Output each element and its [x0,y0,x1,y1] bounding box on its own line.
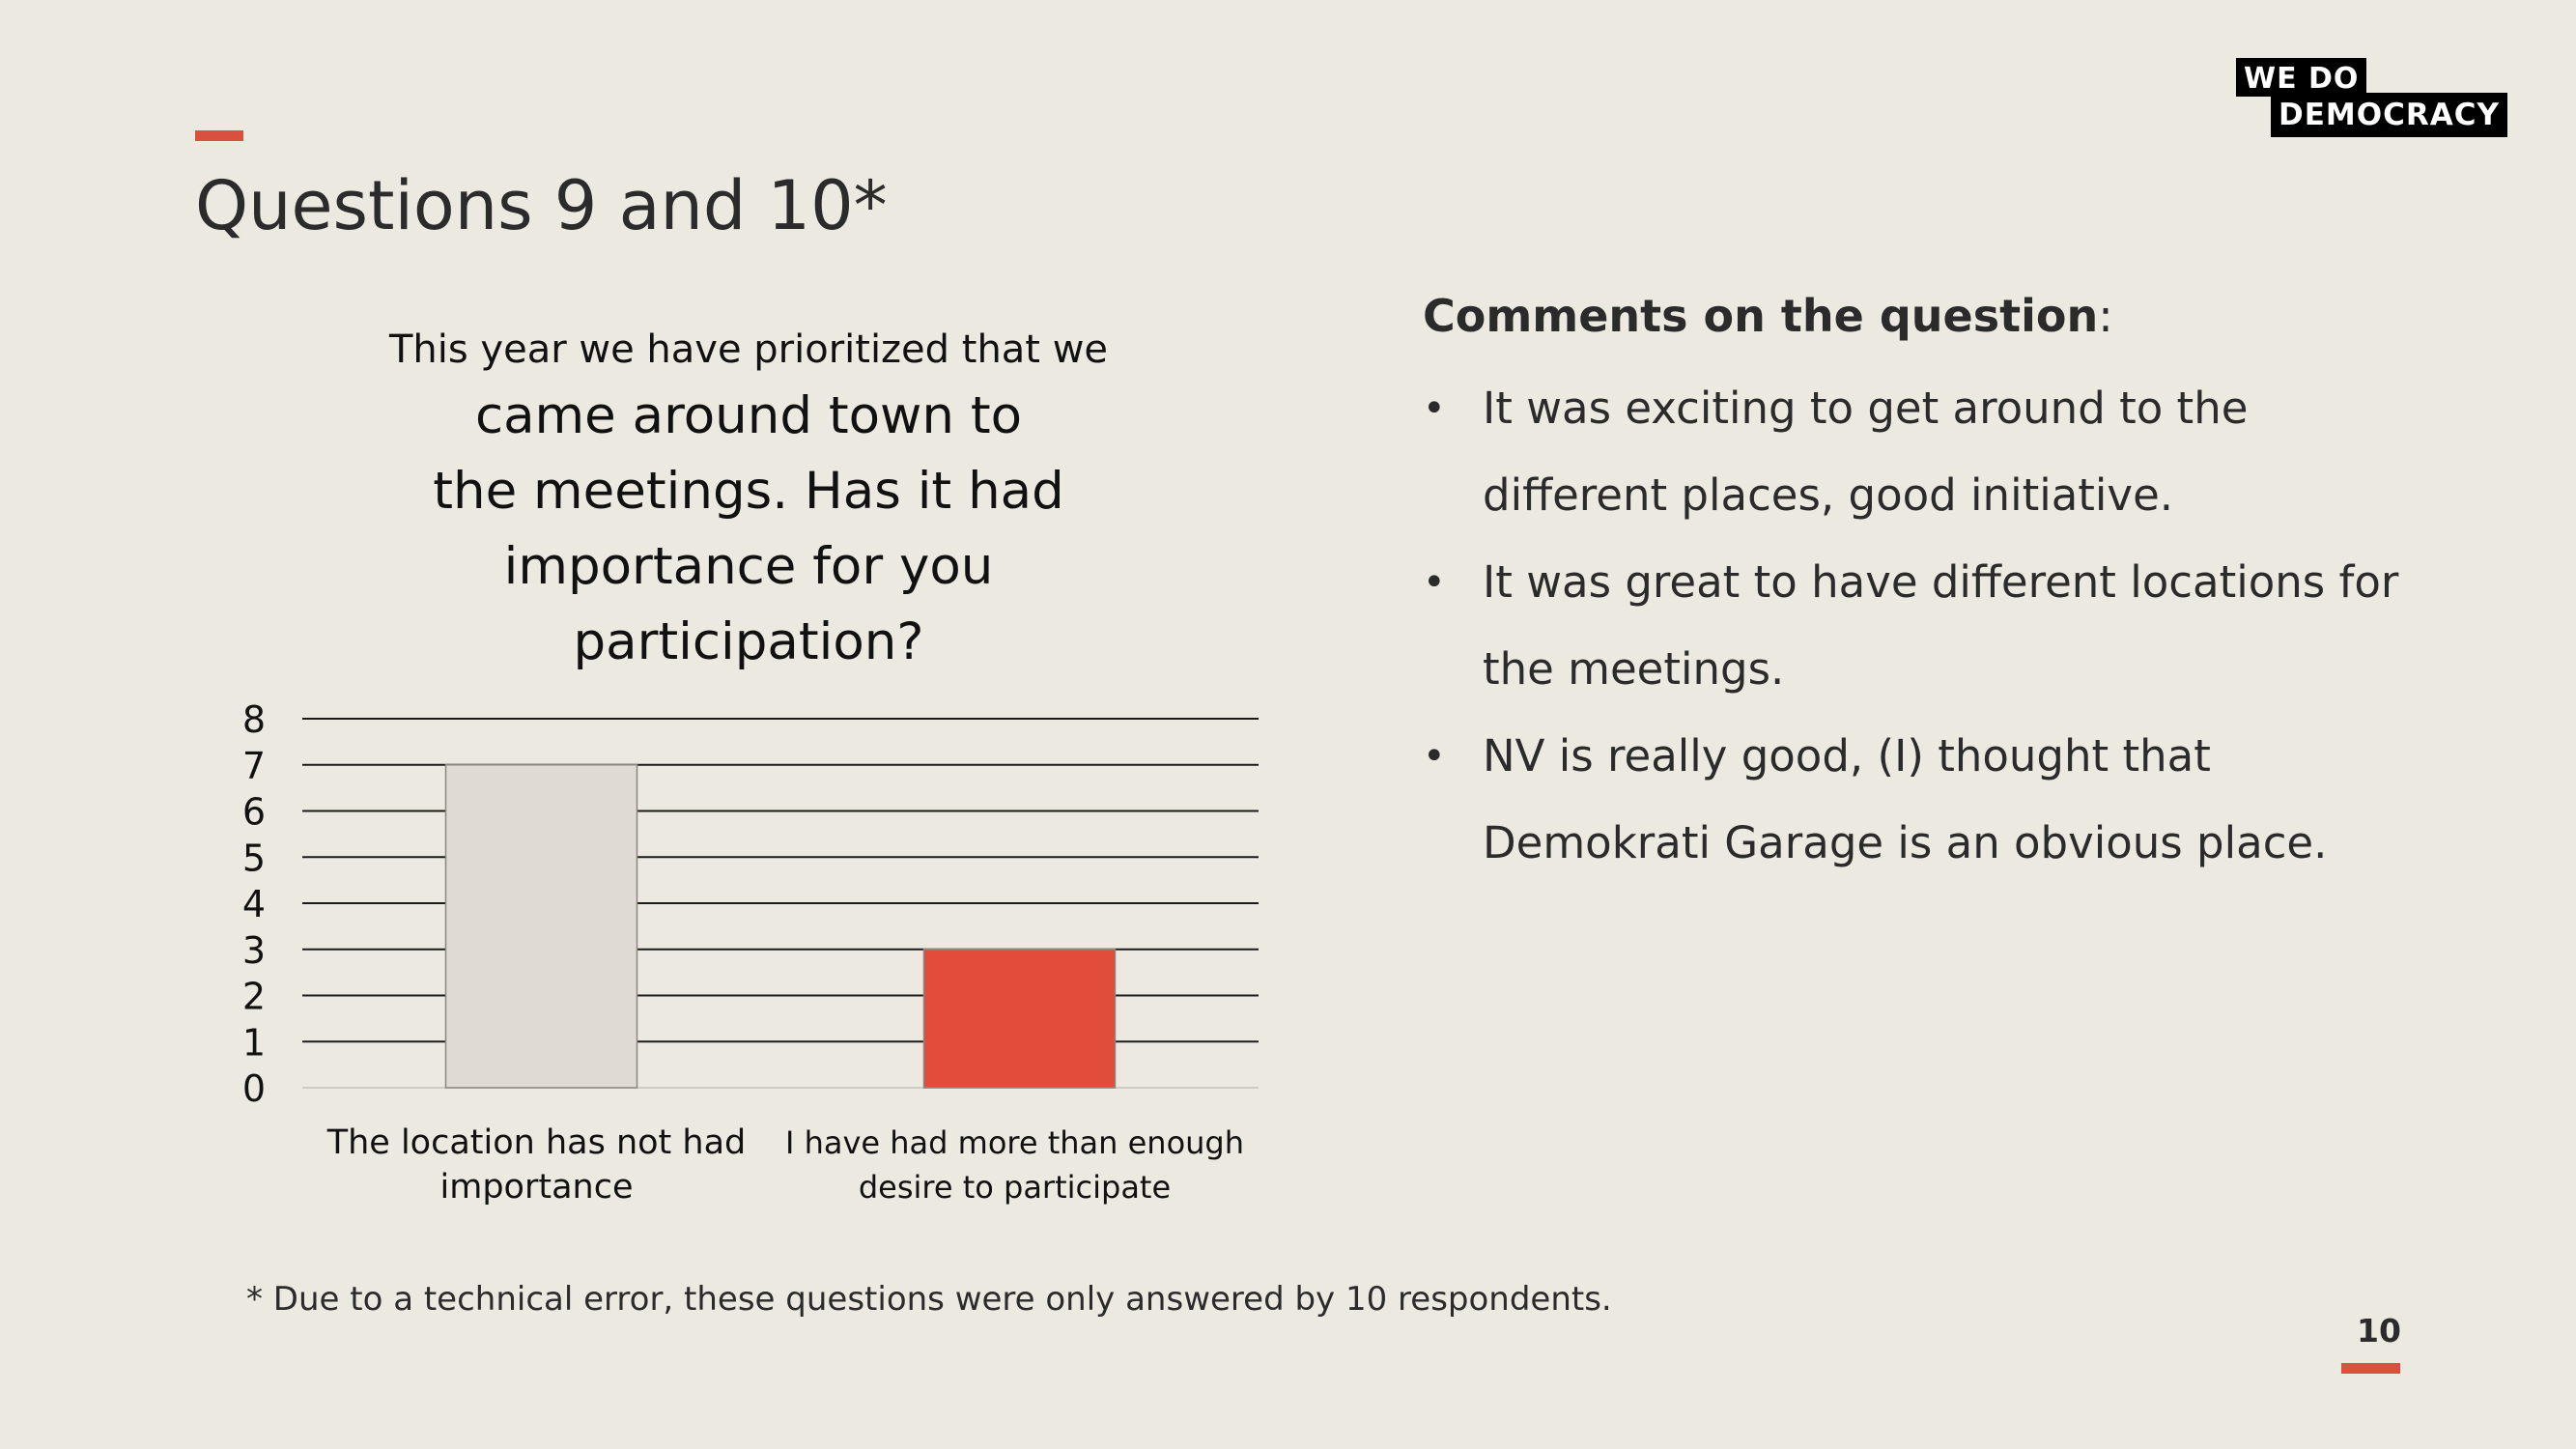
page-title: Questions 9 and 10* [195,166,888,245]
x-category-label: I have had more than enough desire to par… [785,1124,1244,1206]
comments-list: • It was exciting to get around to the d… [1423,365,2447,887]
page-number-accent-bar [2341,1363,2400,1374]
x-category-label-line: importance [440,1168,634,1207]
y-tick-label: 4 [242,883,266,925]
chart-title-line-5: participation? [573,612,924,671]
y-tick-label: 3 [242,929,266,972]
chart-title-line-2: came around town to [474,386,1023,445]
y-tick-label: 1 [242,1021,266,1064]
comments-heading-text: Comments on the question [1423,290,2099,342]
x-category-label-line: I have had more than enough [785,1124,1244,1161]
comment-line: the meetings. [1483,643,1785,695]
comment-item: • It was great to have different locatio… [1423,539,2447,713]
bullet-icon: • [1423,560,1446,605]
chart-title: This year we have prioritized that we ca… [328,321,1169,680]
x-category-label: The location has not had importance [326,1123,747,1207]
bar [444,764,638,1089]
y-tick-label: 7 [242,745,266,787]
logo-line-2: DEMOCRACY [2271,93,2507,137]
comments-heading-suffix: : [2098,290,2113,342]
comment-line: Demokrati Garage is an obvious place. [1483,817,2328,868]
comment-item: • NV is really good, (I) thought that De… [1423,713,2447,887]
y-tick-label: 8 [242,698,266,741]
bullet-icon: • [1423,386,1446,431]
y-tick-label: 0 [242,1067,266,1110]
comment-line: It was great to have different locations… [1483,556,2399,608]
title-accent-bar [195,130,243,141]
x-category-label-line: The location has not had [326,1123,747,1162]
comment-line: different places, good initiative. [1483,469,2174,521]
bullet-icon: • [1423,734,1446,779]
comment-line: NV is really good, (I) thought that [1483,730,2211,781]
chart-title-line-3: the meetings. Has it had [433,462,1064,521]
we-do-democracy-logo: WE DO DEMOCRACY [2236,58,2507,137]
page-number: 10 [2357,1312,2401,1350]
bar [922,949,1117,1089]
y-tick-label: 5 [242,837,266,879]
comment-line: It was exciting to get around to the [1483,383,2249,434]
x-category-label-line: desire to participate [859,1169,1171,1206]
y-tick-label: 6 [242,791,266,834]
y-tick-label: 2 [242,976,266,1018]
comments-panel: Comments on the question: • It was excit… [1423,290,2447,887]
comment-item: • It was exciting to get around to the d… [1423,365,2447,539]
chart-title-line-1: This year we have prioritized that we [388,327,1109,372]
chart-title-line-4: importance for you [503,537,994,596]
footnote: * Due to a technical error, these questi… [246,1280,1612,1319]
comments-heading: Comments on the question: [1423,290,2447,342]
logo-line-1: WE DO [2236,58,2367,97]
